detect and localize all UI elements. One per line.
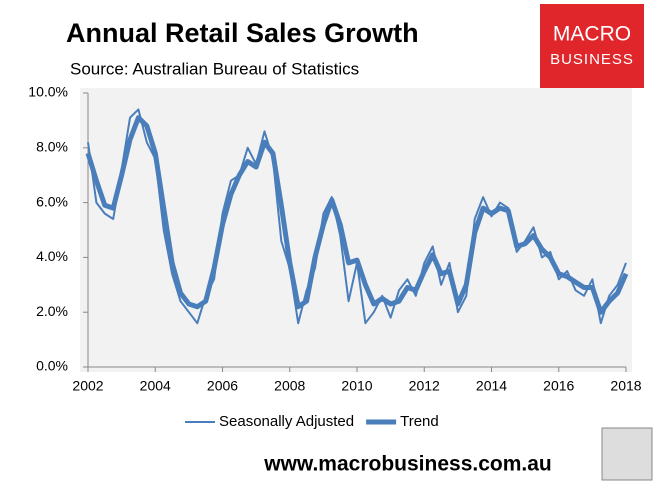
x-tick-label: 2004 [140, 378, 171, 394]
y-tick-label: 6.0% [36, 193, 68, 209]
series-line [85, 115, 629, 315]
logo-text: MACRO [553, 23, 631, 46]
x-tick-label: 2010 [341, 378, 372, 394]
y-tick-label: 0.0% [36, 358, 68, 374]
legend-label: Seasonally Adjusted [219, 413, 354, 430]
x-tick-label: 2016 [543, 378, 574, 394]
y-tick-label: 10.0% [28, 84, 68, 100]
x-tick-label: 2012 [409, 378, 440, 394]
y-tick-label: 4.0% [36, 248, 68, 264]
logo-text: BUSINESS [550, 51, 634, 68]
y-tick-label: 8.0% [36, 139, 68, 155]
footer-url: www.macrobusiness.com.au [263, 453, 551, 476]
y-tick-label: 2.0% [36, 303, 68, 319]
logo-box [540, 4, 644, 88]
x-tick-label: 2002 [72, 378, 103, 394]
x-tick-label: 2018 [610, 378, 641, 394]
fox-icon [601, 427, 653, 481]
x-tick-label: 2006 [207, 378, 238, 394]
chart-title: Annual Retail Sales Growth [66, 18, 419, 48]
legend-label: Trend [400, 413, 439, 430]
x-tick-label: 2008 [274, 378, 305, 394]
x-tick-label: 2014 [476, 378, 507, 394]
chart-subtitle: Source: Australian Bureau of Statistics [70, 59, 359, 78]
plot-background [80, 88, 632, 372]
